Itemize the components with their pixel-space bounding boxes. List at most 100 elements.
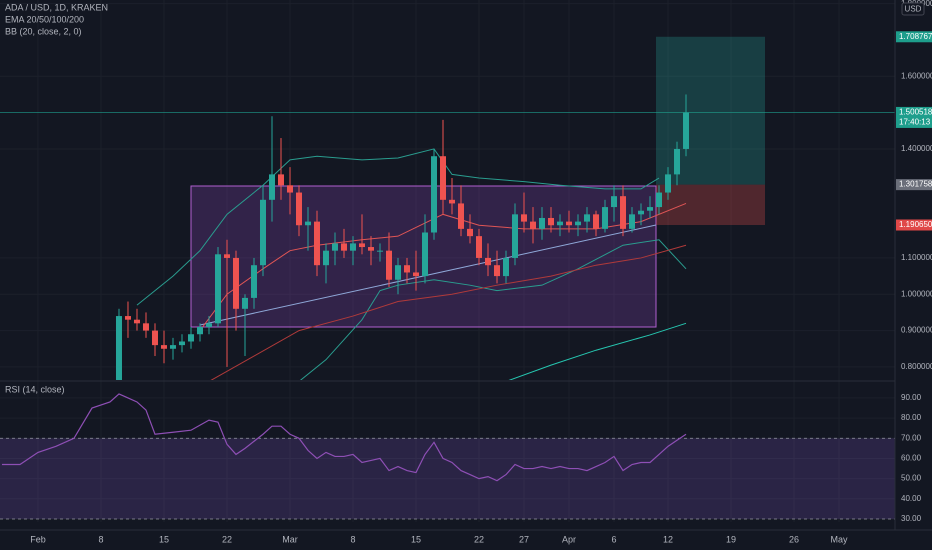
currency-badge[interactable] bbox=[901, 2, 925, 16]
candle-body bbox=[259, 199, 266, 266]
indicator-legend: EMA 20/50/100/200 bbox=[5, 14, 84, 24]
candle-body bbox=[458, 203, 465, 229]
candle-body bbox=[115, 316, 122, 380]
candle-body bbox=[376, 250, 383, 252]
y-tick-label: 40.00 bbox=[901, 494, 922, 503]
candle-body bbox=[169, 345, 176, 349]
candle-body bbox=[205, 323, 212, 327]
x-tick-label: May bbox=[831, 534, 849, 544]
indicator-line bbox=[199, 202, 687, 331]
y-tick-label: 60.00 bbox=[901, 454, 922, 463]
candle-body bbox=[349, 243, 356, 251]
candle-body bbox=[178, 341, 185, 346]
candle-body bbox=[503, 257, 510, 277]
candle-body bbox=[494, 265, 501, 277]
x-tick-label: 19 bbox=[726, 534, 736, 544]
y-tick-label: 90.00 bbox=[901, 393, 922, 402]
symbol-legend: ADA / USD, 1D, KRAKEN bbox=[5, 2, 108, 12]
candle-body bbox=[674, 148, 681, 175]
candle-body bbox=[593, 214, 600, 229]
candle-body bbox=[665, 174, 672, 193]
candle-body bbox=[548, 217, 555, 226]
rsi-pane bbox=[0, 393, 895, 520]
x-tick-label: 8 bbox=[350, 534, 355, 544]
y-tick-label: 50.00 bbox=[901, 474, 922, 483]
candle-body bbox=[575, 221, 582, 226]
rsi-line bbox=[1, 393, 687, 482]
price-label bbox=[896, 31, 932, 43]
y-tick-label: 70.00 bbox=[901, 433, 922, 442]
candle-body bbox=[214, 254, 221, 324]
candle-body bbox=[557, 221, 564, 226]
trend-line bbox=[199, 224, 657, 326]
y-tick-label: 1.100000 bbox=[901, 253, 932, 262]
candle-body bbox=[286, 185, 293, 193]
candle-body bbox=[187, 334, 194, 342]
y-tick-label: 0.900000 bbox=[901, 326, 932, 335]
x-tick-label: 6 bbox=[611, 534, 616, 544]
candle-body bbox=[421, 232, 428, 277]
candle-body bbox=[331, 243, 338, 251]
stop-zone bbox=[656, 184, 765, 226]
x-tick-label: 22 bbox=[474, 534, 484, 544]
candle-body bbox=[412, 272, 419, 277]
candle-body bbox=[304, 221, 311, 226]
x-tick-label: 27 bbox=[519, 534, 529, 544]
candle-body bbox=[620, 196, 627, 229]
y-tick-label: 1.000000 bbox=[901, 289, 932, 298]
x-tick-label: 15 bbox=[411, 534, 421, 544]
candle-body bbox=[602, 207, 609, 229]
candle-body bbox=[467, 228, 474, 237]
price-label-text: 1.500518 bbox=[899, 108, 932, 117]
candle-body bbox=[196, 326, 203, 335]
y-tick-label: 1.600000 bbox=[901, 71, 932, 80]
currency: USD bbox=[905, 5, 922, 14]
candle-body bbox=[394, 265, 401, 280]
candle-body bbox=[647, 207, 654, 211]
y-tick-label: 80.00 bbox=[901, 413, 922, 422]
candle-body bbox=[439, 156, 446, 200]
x-tick-label: Apr bbox=[562, 534, 576, 544]
x-tick-label: 15 bbox=[159, 534, 169, 544]
candle-body bbox=[449, 199, 456, 204]
candle-body bbox=[160, 345, 167, 349]
candle-body bbox=[611, 196, 618, 208]
candle-body bbox=[295, 192, 302, 226]
price-pane bbox=[0, 36, 895, 380]
indicator-line bbox=[299, 239, 687, 380]
countdown: 17:40:13 bbox=[899, 118, 931, 127]
x-tick-label: Mar bbox=[282, 534, 298, 544]
candle-body bbox=[358, 243, 365, 248]
candle-body bbox=[340, 243, 347, 251]
x-tick-label: 8 bbox=[98, 534, 103, 544]
x-tick-label: 26 bbox=[789, 534, 799, 544]
candle-body bbox=[584, 214, 591, 222]
y-tick-label: 30.00 bbox=[901, 514, 922, 523]
candle-body bbox=[403, 265, 410, 273]
candle-body bbox=[656, 192, 663, 208]
price-label-text: 1.708767 bbox=[899, 32, 932, 41]
x-tick-label: 12 bbox=[663, 534, 673, 544]
price-label-text: 1.190650 bbox=[899, 220, 932, 229]
candle-body bbox=[638, 210, 645, 215]
candle-body bbox=[322, 250, 329, 266]
candle-body bbox=[566, 221, 573, 226]
candle-body bbox=[367, 247, 374, 251]
indicator-line bbox=[136, 148, 660, 306]
candle-body bbox=[268, 174, 275, 200]
candle-body bbox=[223, 254, 230, 258]
candle-body bbox=[241, 297, 248, 309]
candle-body bbox=[521, 214, 528, 222]
indicator-line bbox=[210, 244, 687, 380]
x-tick-label: 22 bbox=[222, 534, 232, 544]
candle-body bbox=[250, 265, 257, 298]
candle-body bbox=[313, 221, 320, 266]
rsi-band-fill bbox=[0, 438, 895, 519]
candle-body bbox=[485, 257, 492, 266]
candle-body bbox=[430, 156, 437, 233]
candle-body bbox=[629, 214, 636, 229]
candle-body bbox=[476, 236, 483, 258]
candle-body bbox=[142, 323, 149, 331]
candle-body bbox=[512, 214, 519, 258]
